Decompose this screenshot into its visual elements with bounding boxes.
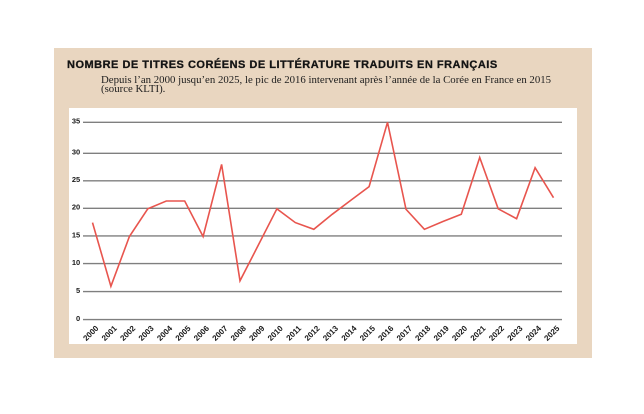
svg-text:30: 30 (72, 148, 80, 157)
svg-text:0: 0 (76, 314, 80, 323)
svg-text:5: 5 (76, 286, 80, 295)
svg-text:25: 25 (72, 175, 80, 184)
svg-text:10: 10 (72, 258, 80, 267)
svg-text:20: 20 (72, 203, 80, 212)
svg-text:15: 15 (72, 230, 80, 239)
svg-text:35: 35 (72, 117, 80, 126)
